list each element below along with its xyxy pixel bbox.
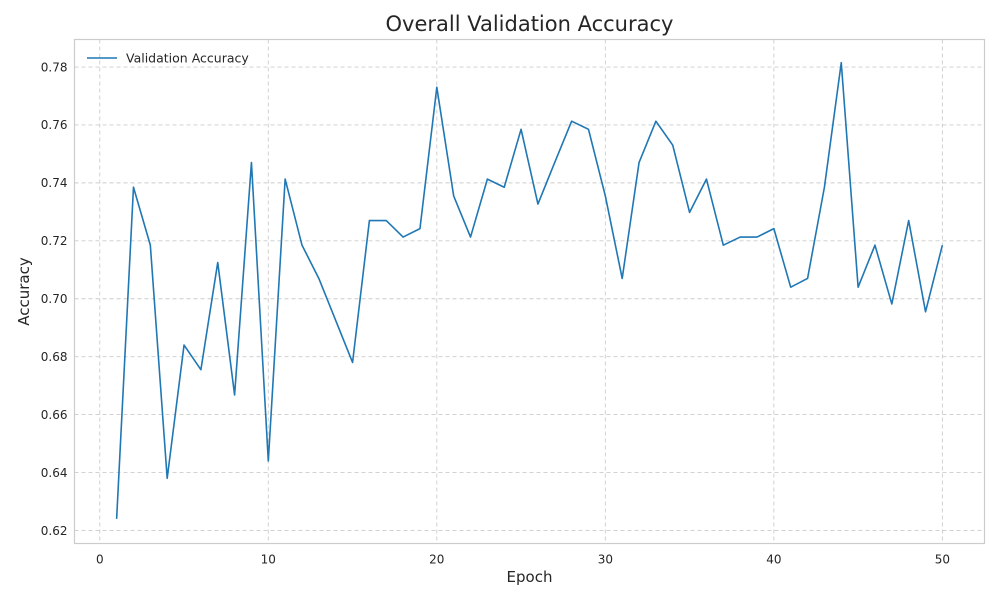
x-axis-ticks: 0 10 20 30 40 50 [96,553,950,567]
legend: Validation Accuracy [87,51,249,66]
plot-frame [73,38,986,545]
y-tick-label: 0.70 [41,292,68,306]
y-tick-label: 0.64 [41,466,68,480]
series-layer [115,61,944,519]
x-tick-label: 30 [598,553,613,567]
x-tick-label: 0 [96,553,104,567]
y-tick-label: 0.78 [41,60,68,74]
x-tick-label: 50 [935,553,950,567]
x-tick-label: 40 [766,553,781,567]
x-tick-label: 10 [261,553,276,567]
y-tick-label: 0.68 [41,350,68,364]
y-axis-title: Accuracy [15,257,33,326]
legend-label: Validation Accuracy [126,51,249,66]
y-tick-label: 0.66 [41,408,68,422]
y-tick-label: 0.76 [41,118,68,132]
y-tick-label: 0.62 [41,524,68,538]
y-tick-label: 0.74 [41,176,68,190]
x-axis-title: Epoch [507,568,553,586]
x-tick-label: 20 [429,553,444,567]
series-line-validation-accuracy [115,61,944,519]
y-axis-ticks: 0.62 0.64 0.66 0.68 0.70 0.72 0.74 0.76 0.78 [41,60,68,537]
y-tick-label: 0.72 [41,234,68,248]
grid [74,39,985,544]
chart-title: Overall Validation Accuracy [386,12,674,36]
